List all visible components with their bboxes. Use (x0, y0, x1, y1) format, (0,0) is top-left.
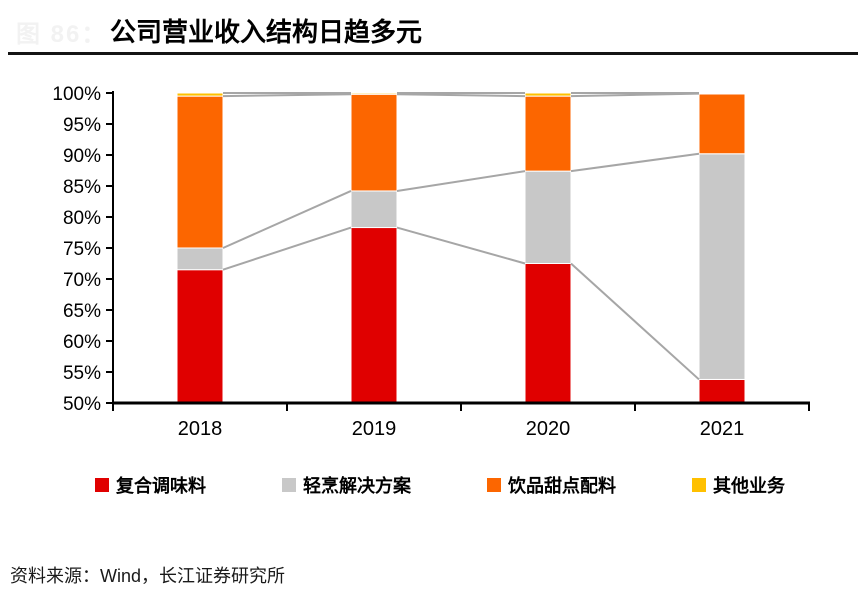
y-axis: 100% 95% 90% 85% 80% 75% 70% 65% 60% 55% 50% (52, 84, 114, 415)
bar-segment (176, 92, 224, 97)
connector-line (570, 262, 700, 381)
chart-legend: 复合调味料 轻烹解决方案 饮品甜点配料 其他业务 (95, 472, 785, 498)
connector-line (222, 93, 352, 98)
connector-line (570, 92, 700, 98)
series-2 (176, 153, 746, 380)
figure-number-label: 图 86： (16, 21, 108, 48)
bar-segment (350, 93, 398, 192)
bars-group (176, 92, 746, 404)
bar-segment (698, 92, 746, 95)
y-tick-label: 65% (63, 301, 101, 322)
y-tick-label: 60% (63, 332, 101, 353)
x-tick-label: 2021 (700, 418, 745, 440)
y-tick-label: 70% (63, 270, 101, 291)
bar-segment (524, 95, 572, 172)
bar-segment (350, 227, 398, 404)
y-tick-label: 55% (63, 363, 101, 384)
x-tick-label: 2019 (352, 418, 397, 440)
connector-lines (222, 92, 700, 381)
bar-segment (350, 190, 398, 229)
bar-segment (698, 153, 746, 380)
legend-swatch (487, 478, 501, 492)
y-tick-label: 75% (63, 239, 101, 260)
bar-segment (350, 92, 398, 95)
series-1 (176, 227, 746, 404)
legend-item-3: 饮品甜点配料 (487, 472, 616, 498)
title-divider (8, 52, 858, 55)
legend-swatch (282, 478, 296, 492)
y-tick-label: 80% (63, 208, 101, 229)
bar-segment (524, 263, 572, 404)
bar-segment (698, 378, 746, 404)
legend-item-1: 复合调味料 (95, 472, 206, 498)
legend-item-2: 轻烹解决方案 (282, 472, 411, 498)
legend-item-4: 其他业务 (692, 472, 785, 498)
connector-line (222, 226, 352, 271)
x-axis: 2018 2019 2020 2021 (112, 401, 810, 440)
y-tick-label: 85% (63, 177, 101, 198)
legend-swatch (692, 478, 706, 492)
page-title: 公司营业收入结构日趋多元 (110, 17, 423, 47)
y-tick-label: 95% (63, 115, 101, 136)
x-tick-label: 2020 (526, 418, 571, 440)
bar-segment (524, 92, 572, 97)
bar-segment (176, 95, 224, 249)
y-tick-label: 100% (52, 84, 101, 105)
bar-segment (176, 269, 224, 404)
connector-line (396, 170, 526, 192)
legend-label: 其他业务 (713, 476, 785, 496)
source-note: 资料来源：Wind，长江证券研究所 (10, 566, 286, 586)
connector-line (222, 190, 352, 249)
chart-svg: 100%95%90%85%80%75%70%65%60%55%50%2018 20… (52, 84, 810, 440)
legend-swatch (95, 478, 109, 492)
y-tick-label: 90% (63, 146, 101, 167)
connector-line (396, 93, 526, 98)
y-tick-label: 50% (63, 394, 101, 415)
connector-line (396, 226, 526, 265)
connector-line (570, 152, 700, 173)
bar-segment (176, 247, 224, 271)
bar-segment (698, 93, 746, 155)
legend-label: 饮品甜点配料 (508, 476, 616, 496)
series-3 (176, 93, 746, 249)
bar-segment (524, 170, 572, 264)
x-tick-label: 2018 (178, 418, 223, 440)
legend-label: 轻烹解决方案 (303, 476, 411, 496)
legend-label: 复合调味料 (116, 476, 206, 496)
